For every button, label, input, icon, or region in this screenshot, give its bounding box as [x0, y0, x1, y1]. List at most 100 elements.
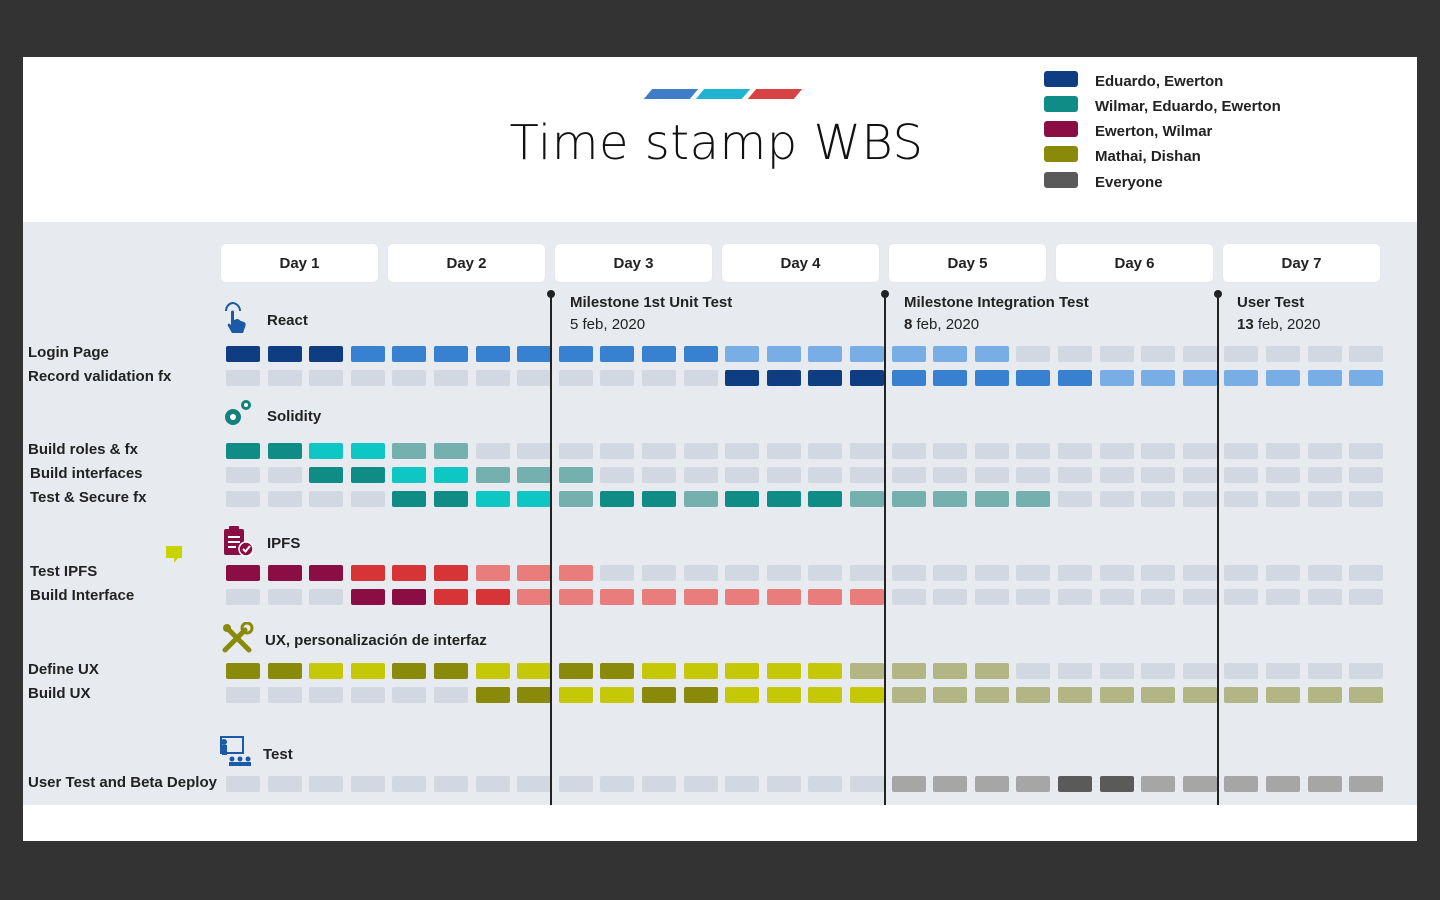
schedule-cell: [683, 589, 718, 605]
schedule-cell: [309, 370, 344, 386]
day-header: Day 5: [889, 244, 1046, 282]
schedule-cell: [1099, 565, 1134, 581]
schedule-cell: [1349, 467, 1384, 483]
schedule-cell: [475, 663, 510, 679]
milestone-name: User Test: [1237, 294, 1305, 311]
schedule-cell: [1307, 589, 1342, 605]
schedule-cell: [309, 663, 344, 679]
schedule-cell: [933, 565, 968, 581]
section-title: Solidity: [267, 408, 322, 425]
schedule-cell: [974, 589, 1009, 605]
slide: Time stamp WBS Eduardo, Ewerton Wilmar, E…: [23, 57, 1417, 841]
schedule-cell: [350, 663, 385, 679]
schedule-cell: [766, 589, 801, 605]
schedule-cell: [974, 565, 1009, 581]
schedule-cell: [642, 346, 676, 362]
schedule-cell: [808, 663, 843, 679]
schedule-cell: [891, 687, 926, 703]
schedule-cell: [267, 663, 302, 679]
task-label: Define UX: [28, 661, 99, 678]
schedule-cell: [350, 589, 385, 605]
schedule-cell: [1016, 589, 1051, 605]
schedule-cell: [434, 565, 468, 581]
schedule-cell: [267, 776, 302, 792]
schedule-cell: [642, 467, 676, 483]
schedule-cell: [850, 346, 884, 362]
schedule-cell: [1016, 346, 1051, 362]
schedule-cell: [267, 443, 302, 459]
schedule-cell: [309, 589, 344, 605]
schedule-cell: [434, 776, 468, 792]
schedule-cell: [392, 467, 427, 483]
schedule-cell: [475, 467, 510, 483]
schedule-cell: [434, 346, 468, 362]
schedule-cell: [1224, 467, 1259, 483]
schedule-cell: [475, 443, 510, 459]
schedule-cell: [933, 370, 968, 386]
legend-swatch: [1044, 71, 1078, 87]
schedule-cell: [600, 346, 635, 362]
milestone-date-rest: 5 feb, 2020: [570, 316, 646, 333]
schedule-cell: [600, 589, 635, 605]
schedule-cell: [350, 346, 385, 362]
schedule-cell: [350, 491, 385, 507]
schedule-cell: [1224, 565, 1259, 581]
schedule-cell: [891, 467, 926, 483]
task-label: Test IPFS: [30, 563, 98, 580]
schedule-cell: [891, 443, 926, 459]
schedule-cell: [1349, 589, 1384, 605]
schedule-cell: [434, 491, 468, 507]
day-header: Day 3: [555, 244, 712, 282]
schedule-cell: [1099, 687, 1134, 703]
schedule-cell: [1016, 565, 1051, 581]
schedule-cell: [683, 467, 718, 483]
schedule-cell: [1349, 370, 1384, 386]
schedule-cell: [642, 589, 676, 605]
schedule-cell: [434, 467, 468, 483]
schedule-cell: [309, 776, 344, 792]
schedule-cell: [558, 776, 593, 792]
schedule-cell: [309, 467, 344, 483]
accent-stripe-cyan: [695, 89, 751, 99]
section-title: UX, personalización de interfaz: [265, 632, 487, 649]
schedule-cell: [974, 663, 1009, 679]
schedule-cell: [933, 346, 968, 362]
milestone-date-rest: feb, 2020: [912, 316, 980, 333]
schedule-cell: [683, 663, 718, 679]
schedule-cell: [1016, 491, 1051, 507]
schedule-cell: [766, 346, 801, 362]
schedule-cell: [1182, 467, 1217, 483]
day-header: Day 1: [221, 244, 378, 282]
schedule-cell: [766, 687, 801, 703]
schedule-cell: [517, 346, 552, 362]
schedule-cell: [600, 370, 635, 386]
schedule-cell: [933, 663, 968, 679]
schedule-cell: [517, 589, 552, 605]
schedule-cell: [600, 663, 635, 679]
task-label: Build Interface: [30, 587, 135, 604]
comment-icon[interactable]: [166, 546, 182, 563]
schedule-cell: [933, 776, 968, 792]
schedule-cell: [683, 346, 718, 362]
schedule-cell: [1266, 467, 1300, 483]
legend-swatch: [1044, 146, 1078, 162]
schedule-cell: [808, 370, 843, 386]
schedule-cell: [683, 687, 718, 703]
task-label: Build UX: [28, 685, 91, 702]
schedule-cell: [850, 589, 884, 605]
schedule-cell: [974, 687, 1009, 703]
schedule-cell: [1182, 491, 1217, 507]
schedule-cell: [1266, 663, 1300, 679]
schedule-cell: [766, 443, 801, 459]
schedule-cell: [475, 565, 510, 581]
schedule-cell: [1224, 589, 1259, 605]
touch-icon: [221, 300, 251, 339]
schedule-cell: [1016, 663, 1051, 679]
clipboard-check-icon: [221, 524, 255, 563]
schedule-cell: [517, 663, 552, 679]
schedule-cell: [1141, 370, 1176, 386]
milestone-dot: [881, 290, 889, 298]
schedule-cell: [642, 443, 676, 459]
schedule-cell: [642, 565, 676, 581]
schedule-cell: [766, 491, 801, 507]
